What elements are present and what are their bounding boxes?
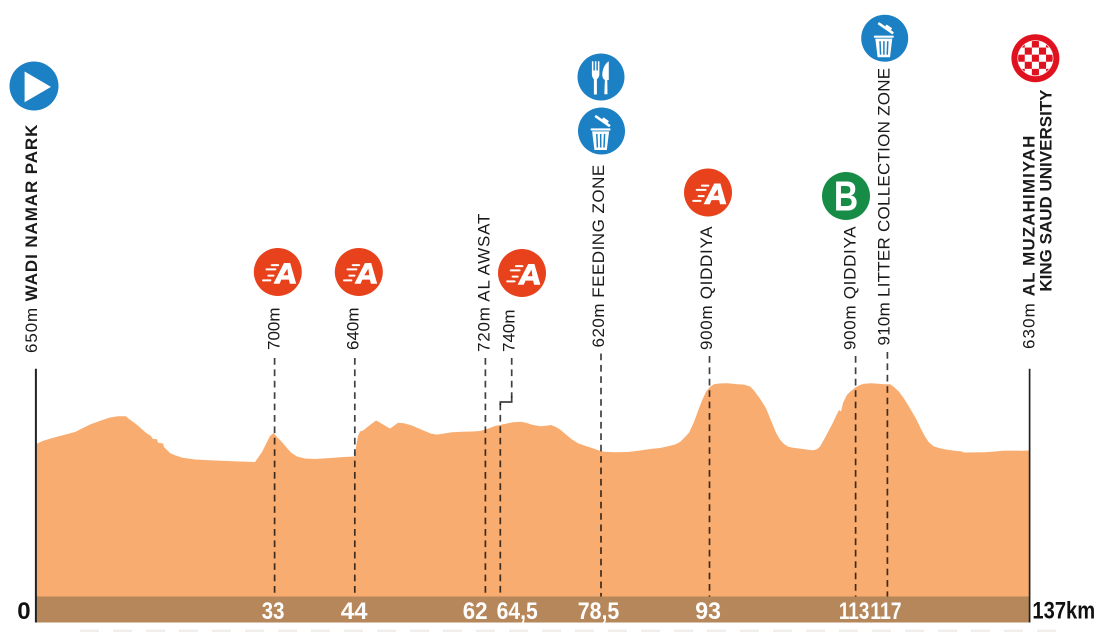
svg-text:740m: 740m	[500, 309, 519, 352]
svg-text:33: 33	[262, 597, 285, 624]
svg-text:62: 62	[463, 597, 488, 624]
svg-text:630m AL MUZAHIMIYAH: 630m AL MUZAHIMIYAH	[1020, 134, 1039, 349]
svg-text:78,5: 78,5	[578, 597, 620, 624]
svg-text:720m AL AWSAT: 720m AL AWSAT	[474, 213, 493, 352]
svg-text:44: 44	[341, 598, 368, 625]
svg-text:137km: 137km	[1032, 597, 1095, 624]
svg-text:93: 93	[695, 598, 721, 625]
svg-text:KING SAUD UNIVERSITY: KING SAUD UNIVERSITY	[1037, 89, 1056, 292]
svg-text:113: 113	[839, 597, 870, 625]
svg-text:700m: 700m	[265, 307, 284, 350]
svg-text:640m: 640m	[344, 307, 363, 350]
svg-text:117: 117	[870, 597, 901, 624]
svg-text:900m QIDDIYA: 900m QIDDIYA	[697, 226, 716, 350]
svg-text:B: B	[834, 174, 858, 220]
svg-text:900m QIDDIYA: 900m QIDDIYA	[840, 226, 859, 350]
svg-text:64,5: 64,5	[497, 598, 538, 625]
svg-text:910m LITTER COLLECTION ZONE: 910m LITTER COLLECTION ZONE	[875, 68, 894, 346]
svg-text:620m FEEDING ZONE: 620m FEEDING ZONE	[589, 164, 608, 347]
svg-text:0: 0	[17, 598, 30, 625]
svg-text:650m WADI NAMAR PARK: 650m WADI NAMAR PARK	[22, 124, 41, 353]
